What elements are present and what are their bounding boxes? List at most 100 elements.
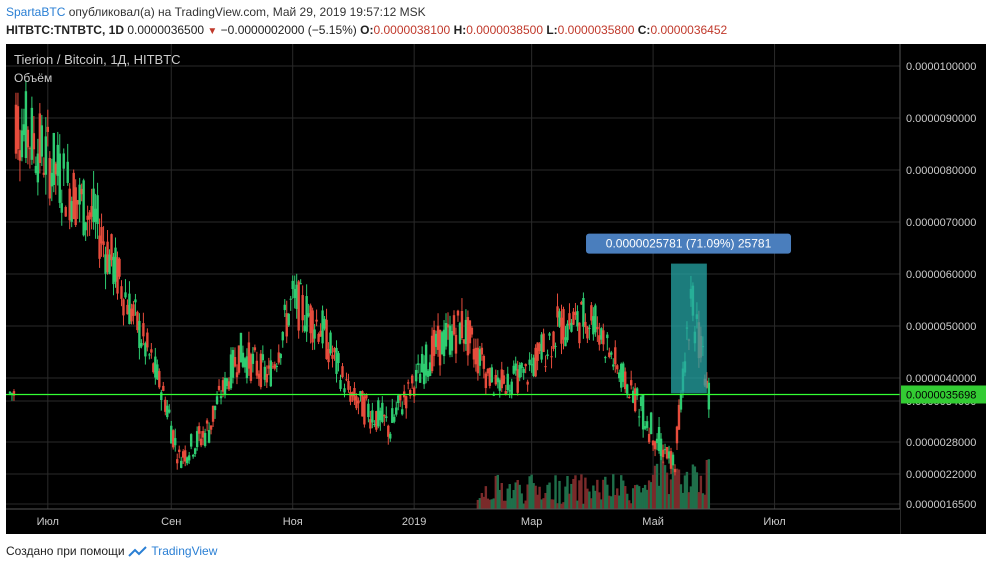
y-tick-label: 0.0000060000 xyxy=(906,269,976,281)
tradingview-link[interactable]: TradingView xyxy=(151,544,218,558)
candle-body xyxy=(516,369,519,393)
created-with-text: Создано при помощи xyxy=(6,544,125,558)
chart-area[interactable]: 0.0000025781 (71.09%) 25781 0.0000100000… xyxy=(6,44,986,534)
candle-body xyxy=(267,365,271,369)
candle-body xyxy=(675,426,679,444)
candle-body xyxy=(649,412,653,435)
candle-body xyxy=(468,320,472,344)
volume-bar xyxy=(693,466,697,509)
candle-body xyxy=(584,321,587,328)
candle-body xyxy=(245,356,249,379)
candle-body xyxy=(606,334,609,339)
volume-bar xyxy=(629,503,633,509)
author-link[interactable]: SpartaBTC xyxy=(6,5,66,19)
candle-body xyxy=(269,360,273,387)
chart-header: SpartaBTC опубликовал(а) на TradingView.… xyxy=(0,0,992,44)
candle-body xyxy=(440,332,444,355)
volume-bar xyxy=(637,486,641,509)
candle-body xyxy=(108,254,111,274)
x-axis-labels: Июл Сен Ноя 2019 Мар Май Июл xyxy=(37,516,786,528)
candle-body xyxy=(610,352,613,355)
candle-body xyxy=(677,404,681,430)
candle-body xyxy=(371,410,374,423)
candle-body xyxy=(422,363,426,385)
candle-body xyxy=(566,323,569,341)
candle-body xyxy=(568,313,571,326)
volume-bar xyxy=(659,451,663,509)
volume-bar xyxy=(588,491,591,509)
volume-label: Объём xyxy=(14,71,52,85)
candle-body xyxy=(191,454,195,457)
candle-body xyxy=(152,363,155,373)
candle-body xyxy=(564,337,567,347)
candle-body xyxy=(281,332,284,341)
candle-body xyxy=(383,414,386,417)
volume-bar xyxy=(610,496,613,509)
volume-bar xyxy=(532,483,535,509)
volume-bar xyxy=(633,485,637,509)
candle-body xyxy=(231,349,235,378)
candle-body xyxy=(18,150,22,161)
volume-bar xyxy=(534,485,537,509)
measure-tool[interactable]: 0.0000025781 (71.09%) 25781 xyxy=(586,233,792,394)
candle-body xyxy=(343,388,346,393)
volume-bar xyxy=(558,480,561,509)
volume-bar xyxy=(667,494,671,509)
volume-bar xyxy=(552,499,555,509)
y-tick-label: 0.0000100000 xyxy=(906,61,976,73)
candle-body xyxy=(263,366,267,380)
candle-body xyxy=(424,344,428,376)
candle-body xyxy=(255,360,259,376)
volume-bar xyxy=(657,485,661,509)
candle-body xyxy=(176,459,179,464)
volume-bar xyxy=(675,468,679,509)
candle-body xyxy=(183,450,187,462)
published-text: опубликовал(а) на TradingView.com, Май 2… xyxy=(68,5,426,19)
volume-bar xyxy=(679,484,683,509)
volume-bar xyxy=(502,500,505,509)
candle-body xyxy=(466,317,470,356)
candle-body xyxy=(261,354,265,361)
candle-body xyxy=(337,353,340,363)
volume-bar xyxy=(681,492,685,509)
candle-body xyxy=(291,280,294,290)
candle-body xyxy=(22,124,26,136)
candle-body xyxy=(166,405,169,418)
volume-bar xyxy=(673,471,677,509)
volume-bar xyxy=(540,499,543,509)
volume-bar xyxy=(663,465,667,509)
price-chart[interactable]: 0.0000025781 (71.09%) 25781 0.0000100000… xyxy=(6,44,986,534)
candle-body xyxy=(594,305,597,333)
candle-body xyxy=(614,347,617,365)
volume-bar xyxy=(697,492,701,509)
candle-body xyxy=(554,345,557,347)
volume-bar xyxy=(500,483,503,509)
candle-body xyxy=(474,347,478,365)
price-axis[interactable] xyxy=(900,44,986,534)
candle-body xyxy=(454,334,458,354)
candle-body xyxy=(659,438,663,457)
volume-bar xyxy=(641,487,645,509)
candle-body xyxy=(590,305,593,321)
candle-body xyxy=(578,322,581,344)
candle-body xyxy=(325,319,328,360)
candle-body xyxy=(651,440,655,446)
candle-body xyxy=(52,133,55,185)
candle-body xyxy=(106,241,109,273)
candle-body xyxy=(385,416,388,418)
volume-bar xyxy=(518,484,521,509)
time-axis[interactable] xyxy=(6,509,900,534)
candle-body xyxy=(68,188,71,221)
volume-bar xyxy=(480,493,484,509)
candle-body xyxy=(406,382,410,384)
candle-body xyxy=(84,222,87,231)
candle-body xyxy=(225,378,229,387)
volume-bar xyxy=(486,498,490,509)
candle-body xyxy=(363,396,366,425)
candle-body xyxy=(223,377,227,395)
candle-body xyxy=(46,126,50,132)
candle-body xyxy=(24,91,28,158)
candle-body xyxy=(612,364,615,367)
volume-bar xyxy=(556,503,559,509)
candle-body xyxy=(357,400,360,404)
